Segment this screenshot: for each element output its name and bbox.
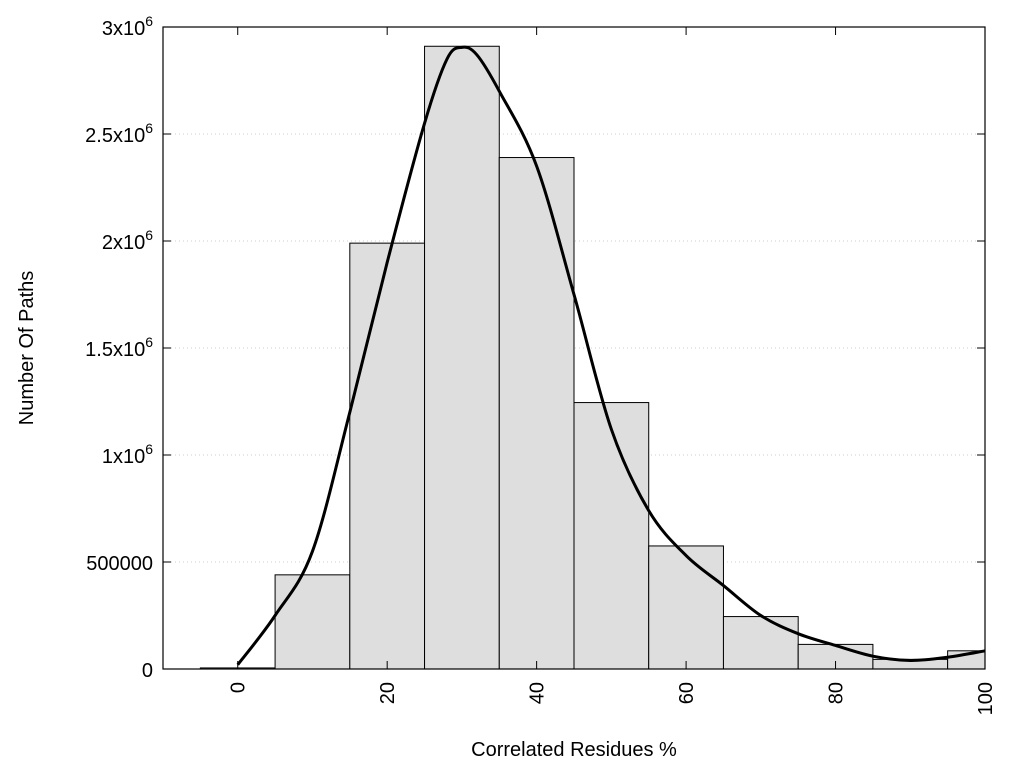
y-tick-label: 2x106 xyxy=(102,227,153,254)
y-axis-label: Number Of Paths xyxy=(16,271,38,426)
histogram-bar xyxy=(349,242,426,670)
density-curve xyxy=(236,45,986,666)
y-tick-exponent: 6 xyxy=(145,120,153,136)
x-tick-label: 20 xyxy=(377,682,399,704)
y-tick-exponent: 6 xyxy=(145,227,153,243)
histogram-bar xyxy=(498,157,575,670)
y-tick-label: 500000 xyxy=(86,553,153,575)
y-tick-exponent: 6 xyxy=(145,334,153,350)
y-tick-label: 1x106 xyxy=(102,441,153,468)
histogram-bar xyxy=(722,616,799,670)
x-tick-label: 0 xyxy=(228,682,250,693)
y-tick-exponent: 6 xyxy=(145,441,153,457)
y-tick-label: 2.5x106 xyxy=(85,120,153,147)
histogram-bars xyxy=(199,45,986,670)
y-tick-label: 0 xyxy=(142,660,153,682)
y-tick-exponent: 6 xyxy=(145,13,153,29)
histogram-bar xyxy=(573,402,650,670)
x-tick-label: 60 xyxy=(676,682,698,704)
x-axis-label: Correlated Residues % xyxy=(471,739,677,761)
histogram-bar xyxy=(274,574,351,670)
histogram-bar xyxy=(424,45,500,670)
y-axis-ticks: 0 500000 1x106 1.5x106 2x106 2.5x106 3x106 xyxy=(85,13,985,682)
y-tick-label: 1.5x106 xyxy=(85,334,153,361)
x-tick-label: 80 xyxy=(826,682,848,704)
grid-lines xyxy=(163,133,985,563)
x-axis-ticks: 0 20 40 60 80 100 xyxy=(228,27,997,715)
x-tick-label: 40 xyxy=(527,682,549,704)
y-tick-label: 3x106 xyxy=(102,13,153,40)
x-tick-label: 100 xyxy=(975,682,997,715)
histogram-bar xyxy=(648,545,724,670)
